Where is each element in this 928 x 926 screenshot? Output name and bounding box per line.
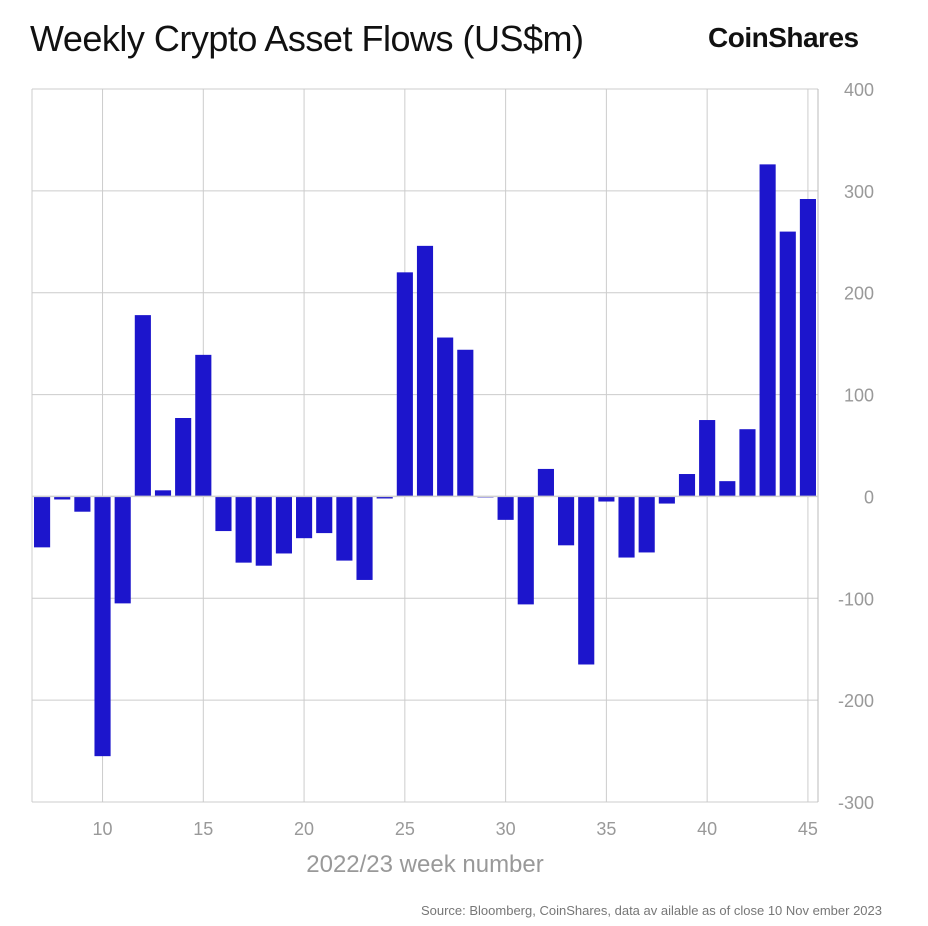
x-tick-label: 25 [395,819,415,839]
bar-week-45 [799,199,816,497]
bar-week-18 [255,496,272,566]
bar-week-22 [336,496,353,561]
y-tick-label: 300 [844,182,874,202]
bar-week-40 [699,420,716,497]
brand-logo: CoinShares [708,22,859,53]
x-tick-label: 10 [93,819,113,839]
bar-week-15 [195,354,212,497]
x-tick-label: 20 [294,819,314,839]
bar-week-25 [396,272,413,497]
bar-week-14 [175,417,192,497]
y-tick-label: -100 [838,589,874,609]
bar-week-34 [578,496,595,665]
bar-week-39 [678,474,696,497]
bar-week-16 [215,496,232,532]
x-tick-label: 45 [798,819,818,839]
bar-week-30 [497,496,514,520]
x-axis-label: 2022/23 week number [306,851,544,878]
bar-week-28 [457,349,474,497]
bar-week-38 [658,496,675,504]
bar-week-41 [719,481,736,497]
y-tick-label: 100 [844,386,874,406]
y-tick-label: 200 [844,284,874,304]
bar-week-21 [316,496,333,534]
bar-week-17 [235,496,252,563]
bar-week-32 [537,468,554,497]
bar-week-33 [558,496,575,546]
bar-week-37 [638,496,655,553]
bar-week-7 [34,496,51,548]
bar-week-9 [74,496,91,512]
bar-week-42 [739,429,756,497]
bar-week-35 [598,496,615,502]
bar-week-23 [356,496,373,580]
bar-week-8 [54,496,71,500]
bars [34,164,816,757]
y-tick-label: -300 [838,793,874,813]
bar-week-11 [114,496,131,604]
bar-week-44 [779,231,796,497]
chart-title: Weekly Crypto Asset Flows (US$m) [30,18,584,59]
source-note: Source: Bloomberg, CoinShares, data av a… [420,903,882,918]
bar-week-19 [275,496,292,554]
bar-week-36 [618,496,635,558]
bar-week-31 [517,496,534,605]
bar-week-12 [134,315,151,497]
bar-week-10 [94,496,111,757]
bar-week-20 [296,496,313,539]
x-tick-label: 30 [496,819,516,839]
y-tick-label: -200 [838,691,874,711]
bar-week-24 [376,496,393,499]
x-tick-label: 35 [596,819,616,839]
bar-week-27 [437,337,454,497]
bar-week-43 [759,164,776,497]
y-tick-label: 0 [864,487,874,507]
x-tick-label: 15 [193,819,213,839]
bar-week-13 [154,490,172,497]
bar-week-26 [416,245,434,497]
y-tick-label: 400 [844,80,874,100]
axes: 400 300 200 100 0 -100 -200 -300 10 15 20 25 30 35 40 4… [32,80,874,839]
x-tick-label: 40 [697,819,717,839]
